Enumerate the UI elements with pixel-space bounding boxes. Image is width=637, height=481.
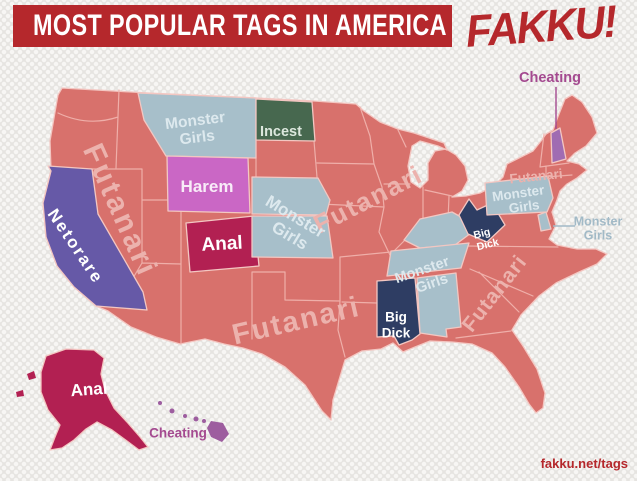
- svg-text:Girls: Girls: [179, 127, 216, 148]
- page-title: MOST POPULAR TAGS IN AMERICA: [33, 9, 447, 42]
- label-futanari-newyork: Futanari: [509, 166, 564, 186]
- svg-text:Girls: Girls: [584, 228, 613, 242]
- state-border-lines: [57, 89, 573, 358]
- svg-text:Dick: Dick: [382, 326, 411, 341]
- alaska-islet: [27, 371, 36, 380]
- label-monster-girls-delaware: Monster Girls: [574, 214, 623, 242]
- svg-text:Monster: Monster: [491, 182, 546, 204]
- label-cheating-new-hampshire: Cheating: [519, 70, 581, 86]
- state-north-dakota: [255, 98, 316, 142]
- svg-text:Girls: Girls: [508, 197, 541, 216]
- state-hawaii: [158, 401, 229, 442]
- svg-text:Big: Big: [385, 310, 407, 325]
- state-kansas: [251, 215, 334, 259]
- label-harem-wyoming: Harem: [181, 177, 234, 196]
- title-banner: MOST POPULAR TAGS IN AMERICA: [13, 5, 452, 47]
- state-new-hampshire: [550, 127, 567, 164]
- label-incest-north-dakota: Incest: [260, 124, 302, 140]
- svg-text:Big: Big: [472, 226, 491, 242]
- label-big-dick-west-virginia: Big Dick: [472, 226, 501, 253]
- state-colorado: [185, 215, 260, 273]
- state-nebraska: [251, 176, 331, 216]
- state-wyoming: [166, 155, 251, 214]
- label-monster-girls-pennsylvania: Monster Girls: [491, 182, 546, 216]
- alaska-islet: [16, 390, 24, 397]
- state-california: [42, 165, 148, 311]
- fakku-tags-url[interactable]: fakku.net/tags: [540, 456, 628, 471]
- svg-text:Monster: Monster: [574, 214, 623, 228]
- label-cheating-hawaii: Cheating: [149, 426, 207, 441]
- state-alaska: [16, 348, 149, 451]
- state-pennsylvania: [484, 175, 554, 216]
- state-mississippi: [376, 277, 421, 346]
- label-big-dick-mississippi: Big Dick: [382, 310, 411, 341]
- svg-text:Dick: Dick: [476, 236, 501, 253]
- state-delaware: [537, 211, 552, 232]
- label-anal-colorado: Anal: [201, 233, 243, 256]
- label-anal-alaska: Anal: [70, 379, 108, 401]
- state-tennessee: [386, 242, 470, 277]
